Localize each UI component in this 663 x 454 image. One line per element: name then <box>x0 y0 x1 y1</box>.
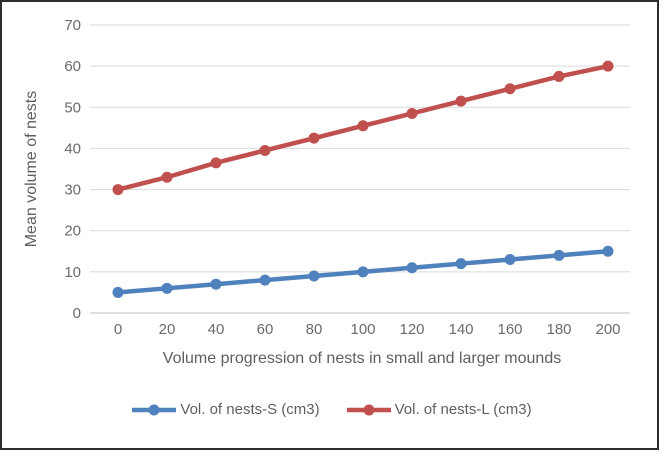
y-tick-label: 70 <box>64 17 81 34</box>
data-point-series-1 <box>210 157 222 169</box>
x-tick-label: 0 <box>114 321 122 338</box>
data-point-series-1 <box>504 83 516 95</box>
x-tick-label: 180 <box>546 321 571 338</box>
line-marker-icon <box>346 404 391 415</box>
data-point-series-0 <box>161 282 173 294</box>
data-point-series-0 <box>357 266 369 278</box>
line-chart-plot-area: 0 10 20 30 40 50 60 70 0 20 40 60 80 100 120 140 160 180 2… <box>64 17 630 338</box>
data-point-series-0 <box>504 254 516 266</box>
data-point-series-0 <box>602 245 614 257</box>
data-point-series-0 <box>259 274 271 286</box>
x-tick-label: 40 <box>208 321 225 338</box>
data-point-series-1 <box>161 171 173 183</box>
data-point-series-0 <box>406 262 418 274</box>
legend-label-nests-l: Vol. of nests-L (cm3) <box>394 401 532 418</box>
data-point-series-1 <box>455 95 467 107</box>
line-marker-icon <box>132 404 177 415</box>
data-point-series-1 <box>308 132 320 144</box>
x-axis-title: Volume progression of nests in small and… <box>162 350 562 367</box>
data-point-series-0 <box>455 258 467 270</box>
x-tick-label: 100 <box>350 321 375 338</box>
y-tick-label: 50 <box>64 99 81 116</box>
data-point-series-1 <box>553 70 565 82</box>
data-point-series-1 <box>357 120 369 132</box>
y-tick-label: 40 <box>64 140 81 157</box>
data-point-series-1 <box>602 60 614 72</box>
data-point-series-0 <box>112 286 124 298</box>
x-tick-label: 80 <box>306 321 323 338</box>
y-tick-label: 20 <box>64 223 81 240</box>
data-point-series-0 <box>210 278 222 290</box>
x-tick-label: 60 <box>257 321 274 338</box>
x-tick-label: 200 <box>595 321 620 338</box>
data-point-series-0 <box>308 270 320 282</box>
legend: Vol. of nests-S (cm3) Vol. of nests-L (c… <box>2 401 657 418</box>
legend-label-nests-s: Vol. of nests-S (cm3) <box>180 401 320 418</box>
data-point-series-1 <box>112 184 124 196</box>
data-point-series-1 <box>259 144 271 156</box>
data-point-series-0 <box>553 249 565 261</box>
x-tick-label: 20 <box>159 321 176 338</box>
x-tick-label: 160 <box>497 321 522 338</box>
legend-item-nests-s: Vol. of nests-S (cm3) <box>131 401 320 418</box>
y-tick-label: 0 <box>73 305 81 322</box>
y-tick-label: 60 <box>64 58 81 75</box>
y-tick-label: 10 <box>64 264 81 281</box>
y-tick-label: 30 <box>64 182 81 199</box>
x-tick-label: 120 <box>399 321 424 338</box>
x-tick-label: 140 <box>448 321 473 338</box>
data-point-series-1 <box>406 107 418 119</box>
y-axis-title: Mean volume of nests <box>23 90 40 248</box>
legend-item-nests-l: Vol. of nests-L (cm3) <box>346 401 532 418</box>
